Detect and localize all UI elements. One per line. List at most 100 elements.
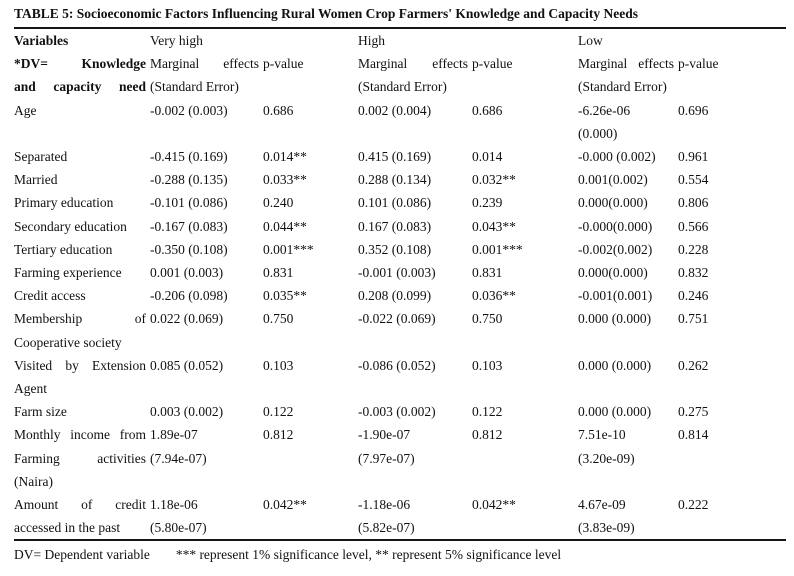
cell-pvalue-high: 0.750 — [472, 311, 503, 327]
cell-marginal-very-high: -0.002 (0.003) — [150, 102, 228, 118]
column-header-pvalue-very-high: p-value — [263, 56, 304, 72]
cell-pvalue-low: 0.751 — [678, 311, 709, 327]
footnote-dependent-variable: DV= Dependent variable — [14, 547, 150, 563]
cell-pvalue-high: 0.812 — [472, 427, 503, 443]
table-row: Age -0.002 (0.003) 0.686 0.002 (0.004) 0… — [14, 99, 786, 145]
cell-pvalue-high: 0.014 — [472, 149, 503, 165]
cell-marginal-high: 0.167 (0.083) — [358, 218, 432, 234]
table-row: Membership of Cooperative society 0.022 … — [14, 307, 786, 353]
cell-pvalue-very-high: 0.240 — [263, 195, 294, 211]
column-header-pvalue-low: p-value — [678, 56, 719, 72]
cell-marginal-high: 0.002 (0.004) — [358, 102, 432, 118]
cell-variable: Amount of credit accessed in the past — [14, 497, 146, 536]
footnote-significance-legend: *** represent 1% significance level, ** … — [175, 547, 562, 563]
cell-marginal-low: -0.001(0.001) — [578, 288, 653, 304]
cell-pvalue-low: 0.806 — [678, 195, 709, 211]
cell-marginal-low: 0.000 (0.000) — [578, 311, 652, 327]
cell-pvalue-low: 0.554 — [678, 172, 709, 188]
cell-pvalue-high: 0.043** — [472, 218, 516, 234]
cell-marginal-high: 0.352 (0.108) — [358, 241, 432, 257]
cell-variable: Visited by Extension Agent — [14, 357, 146, 397]
cell-pvalue-high: 0.036** — [472, 288, 516, 304]
cell-variable: Farming experience — [14, 265, 122, 281]
cell-pvalue-low: 0.961 — [678, 149, 709, 165]
cell-pvalue-very-high: 0.044** — [263, 218, 307, 234]
cell-marginal-low: -0.000(0.000) — [578, 218, 653, 234]
cell-marginal-high: -0.086 (0.052) — [358, 357, 436, 373]
cell-pvalue-high: 0.001*** — [472, 241, 523, 257]
cell-variable: Farm size — [14, 404, 67, 420]
cell-pvalue-high: 0.032** — [472, 172, 516, 188]
cell-pvalue-low: 0.222 — [678, 497, 709, 513]
cell-pvalue-very-high: 0.035** — [263, 288, 307, 304]
cell-pvalue-low: 0.566 — [678, 218, 709, 234]
cell-pvalue-low: 0.246 — [678, 288, 709, 304]
cell-pvalue-very-high: 0.001*** — [263, 241, 314, 257]
header-spacer — [678, 28, 786, 52]
cell-variable: Age — [14, 102, 37, 118]
cell-marginal-very-high: -0.288 (0.135) — [150, 172, 228, 188]
cell-marginal-high: 0.208 (0.099) — [358, 288, 432, 304]
table-row: Farming experience 0.001 (0.003) 0.831 -… — [14, 261, 786, 284]
dependent-variable-note: *DV= Knowledge and capacity need — [14, 56, 146, 95]
cell-pvalue-high: 0.042** — [472, 497, 516, 513]
column-header-low: Low — [578, 33, 603, 48]
cell-pvalue-low: 0.696 — [678, 102, 709, 118]
footnote-row: DV= Dependent variable *** represent 1% s… — [14, 539, 786, 566]
cell-marginal-low: 0.000(0.000) — [578, 265, 648, 281]
cell-marginal-high: -1.90e-07 (7.97e-07) — [358, 427, 415, 466]
cell-variable: Tertiary education — [14, 241, 113, 257]
column-header-variables: Variables — [14, 33, 69, 48]
cell-marginal-high: 0.101 (0.086) — [358, 195, 432, 211]
cell-pvalue-very-high: 0.014** — [263, 149, 307, 165]
cell-marginal-very-high: 1.18e-06 (5.80e-07) — [150, 497, 207, 536]
cell-marginal-low: 0.000(0.000) — [578, 195, 648, 211]
cell-variable: Married — [14, 172, 58, 188]
table-row: Married -0.288 (0.135) 0.033** 0.288 (0.… — [14, 168, 786, 191]
cell-pvalue-high: 0.103 — [472, 357, 503, 373]
column-header-marginal-low: Marginal effects (Standard Error) — [578, 56, 674, 95]
cell-pvalue-very-high: 0.033** — [263, 172, 307, 188]
column-header-marginal-high: Marginal effects (Standard Error) — [358, 56, 468, 95]
cell-pvalue-low: 0.262 — [678, 357, 709, 373]
cell-pvalue-high: 0.686 — [472, 102, 503, 118]
cell-pvalue-very-high: 0.750 — [263, 311, 294, 327]
table-row: Primary education -0.101 (0.086) 0.240 0… — [14, 191, 786, 214]
cell-marginal-low: 0.001(0.002) — [578, 172, 648, 188]
cell-marginal-high: -1.18e-06 (5.82e-07) — [358, 497, 415, 536]
cell-pvalue-very-high: 0.686 — [263, 102, 294, 118]
cell-marginal-very-high: 0.003 (0.002) — [150, 404, 224, 420]
cell-pvalue-very-high: 0.812 — [263, 427, 294, 443]
cell-marginal-very-high: -0.415 (0.169) — [150, 149, 228, 165]
column-header-pvalue-high: p-value — [472, 56, 513, 72]
cell-marginal-low: 0.000 (0.000) — [578, 357, 652, 373]
table-row: Amount of credit accessed in the past 1.… — [14, 493, 786, 540]
header-spacer — [472, 28, 578, 52]
cell-marginal-low: -6.26e-06 (0.000) — [578, 102, 631, 141]
header-row-measures: *DV= Knowledge and capacity need Margina… — [14, 52, 786, 98]
table-row: Credit access -0.206 (0.098) 0.035** 0.2… — [14, 284, 786, 307]
cell-marginal-very-high: 0.022 (0.069) — [150, 311, 224, 327]
cell-marginal-very-high: -0.101 (0.086) — [150, 195, 228, 211]
cell-marginal-high: -0.003 (0.002) — [358, 404, 436, 420]
cell-pvalue-low: 0.814 — [678, 427, 709, 443]
cell-pvalue-very-high: 0.042** — [263, 497, 307, 513]
cell-pvalue-low: 0.228 — [678, 241, 709, 257]
column-header-high: High — [358, 33, 385, 48]
header-row-groups: Variables Very high High Low — [14, 28, 786, 52]
cell-marginal-very-high: -0.350 (0.108) — [150, 241, 228, 257]
cell-marginal-high: -0.001 (0.003) — [358, 265, 436, 281]
cell-pvalue-low: 0.832 — [678, 265, 709, 281]
cell-pvalue-very-high: 0.122 — [263, 404, 294, 420]
table-row: Monthly income from Farming activities (… — [14, 423, 786, 493]
cell-marginal-low: 7.51e-10 (3.20e-09) — [578, 427, 635, 466]
column-header-marginal-very-high: Marginal effects (Standard Error) — [150, 56, 259, 95]
cell-pvalue-very-high: 0.831 — [263, 265, 294, 281]
cell-marginal-high: 0.288 (0.134) — [358, 172, 432, 188]
cell-pvalue-high: 0.239 — [472, 195, 503, 211]
cell-variable: Secondary education — [14, 218, 127, 234]
column-header-very-high: Very high — [150, 33, 203, 48]
cell-marginal-very-high: -0.167 (0.083) — [150, 218, 228, 234]
cell-marginal-low: 0.000 (0.000) — [578, 404, 652, 420]
